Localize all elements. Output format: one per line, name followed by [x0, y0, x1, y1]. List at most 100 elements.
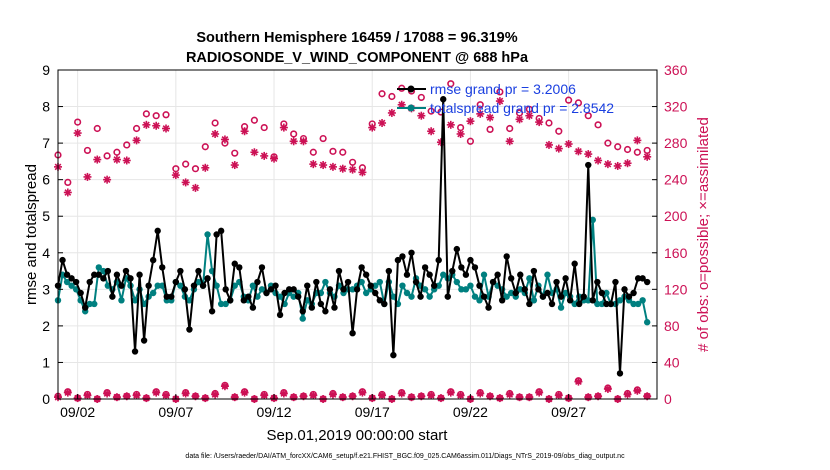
obs-assimilated-bottom-point [446, 388, 455, 397]
obs-assimilated-point [358, 168, 367, 177]
y-right-tick-label: 360 [664, 62, 688, 78]
obs-assimilated-bottom-point-stroke [427, 391, 435, 399]
obs-possible-point [83, 146, 92, 155]
rmse-series-point [526, 300, 533, 308]
rmse-series-point [458, 264, 465, 271]
rmse-series-point [426, 271, 433, 278]
totalspread-series-point [204, 231, 211, 238]
obs-possible-point [614, 143, 622, 151]
obs-possible-point [584, 112, 592, 120]
obs-assimilated-point-stroke [182, 179, 190, 186]
obs-assimilated-point-stroke [162, 125, 170, 132]
rmse-series-point [607, 300, 615, 308]
totalspread-series-point [544, 271, 551, 278]
obs-assimilated-bottom-point [63, 388, 72, 397]
obs-assimilated-point [584, 150, 593, 159]
rmse-series-point [267, 286, 275, 293]
rmse-series-point [295, 293, 302, 300]
y-tick-label: 1 [42, 354, 50, 370]
obs-possible-point [93, 124, 101, 133]
obs-assimilated-point-stroke [486, 114, 494, 121]
obs-assimilated-bottom-point-stroke [84, 391, 91, 399]
rmse-series-point [81, 304, 89, 311]
obs-assimilated-point-stroke [496, 97, 504, 105]
rmse-series-point [575, 300, 583, 308]
rmse-series-point [177, 267, 184, 275]
obs-possible-point [623, 145, 632, 154]
obs-assimilated-point [191, 183, 200, 192]
obs-assimilated-bottom-point [515, 393, 524, 402]
totalspread-series-point [322, 278, 329, 286]
obs-assimilated-bottom-point [407, 393, 416, 402]
obs-assimilated-point-stroke [123, 157, 131, 164]
obs-assimilated-bottom-point-stroke [123, 392, 131, 400]
rmse-series-point [634, 275, 642, 282]
obs-assimilated-point [603, 160, 612, 169]
obs-assimilated-point [171, 171, 180, 180]
rmse-series-point [517, 271, 524, 278]
obs-possible-point [506, 124, 514, 133]
rmse-series-point [231, 260, 238, 267]
obs-assimilated-bottom-point-stroke [506, 391, 514, 398]
rmse-series-point [227, 297, 234, 304]
totalspread-series-point [118, 297, 125, 304]
rmse-series-point [199, 282, 207, 289]
rmse-series-point [390, 351, 397, 359]
totalspread-series-point [517, 286, 524, 293]
obs-assimilated-bottom-point-stroke [152, 389, 160, 396]
obs-assimilated-point [535, 118, 544, 127]
rmse-series-point [322, 308, 329, 315]
rmse-series-point [290, 286, 297, 293]
obs-assimilated-point-stroke [270, 155, 278, 163]
rmse-series-point [372, 289, 379, 297]
rmse-series-point [480, 293, 488, 300]
obs-assimilated-bottom-point-stroke [142, 394, 150, 402]
obs-assimilated-point [466, 117, 475, 126]
obs-assimilated-bottom-point [427, 391, 436, 400]
y-right-tick-label: 0 [664, 391, 672, 407]
obs-assimilated-point-stroke [339, 165, 347, 173]
obs-assimilated-point-stroke [575, 147, 582, 155]
rmse-series-point [403, 271, 411, 278]
obs-assimilated-point-stroke [142, 121, 150, 129]
obs-assimilated-bottom-point [132, 391, 141, 400]
obs-assimilated-bottom-point-stroke [555, 391, 563, 399]
obs-assimilated-point [260, 151, 269, 160]
rmse-series-point [430, 282, 438, 289]
y-tick-label: 7 [42, 135, 50, 151]
obs-assimilated-point [348, 165, 357, 174]
totalspread-series-point [634, 300, 642, 308]
obs-assimilated-point [220, 135, 229, 144]
obs-assimilated-point-stroke [378, 119, 386, 127]
obs-assimilated-bottom-point [162, 391, 171, 400]
rmse-series-point [503, 253, 510, 260]
obs-assimilated-point [103, 175, 112, 184]
x-axis-label: Sep.01,2019 00:00:00 start [267, 427, 449, 444]
rmse-series-point [258, 264, 266, 271]
obs-assimilated-point [387, 108, 396, 117]
rmse-series-point [421, 264, 429, 271]
rmse-series-point [344, 278, 352, 286]
rmse-series-point [186, 326, 193, 333]
rmse-series-point [172, 278, 180, 286]
rmse-series-point [86, 278, 93, 286]
rmse-series-point [217, 227, 225, 235]
obs-assimilated-point [623, 159, 632, 168]
obs-assimilated-point [476, 109, 485, 118]
y-right-tick-label: 280 [664, 135, 688, 151]
obs-assimilated-point [505, 137, 514, 146]
legend-label-rmse: rmse grand pr = 3.2006 [430, 81, 576, 97]
rmse-series-point [566, 297, 574, 304]
series-layer [54, 80, 652, 403]
obs-assimilated-point [613, 161, 622, 170]
obs-possible-point [103, 152, 111, 160]
rmse-series-point [489, 278, 497, 286]
obs-possible-point [545, 119, 553, 127]
obs-assimilated-point-stroke [349, 166, 356, 174]
rmse-series-point [127, 275, 134, 282]
obs-assimilated-point [446, 120, 455, 129]
rmse-series-point [281, 289, 288, 297]
rmse-series-point [612, 278, 619, 286]
obs-assimilated-bottom-point-stroke [201, 394, 209, 402]
